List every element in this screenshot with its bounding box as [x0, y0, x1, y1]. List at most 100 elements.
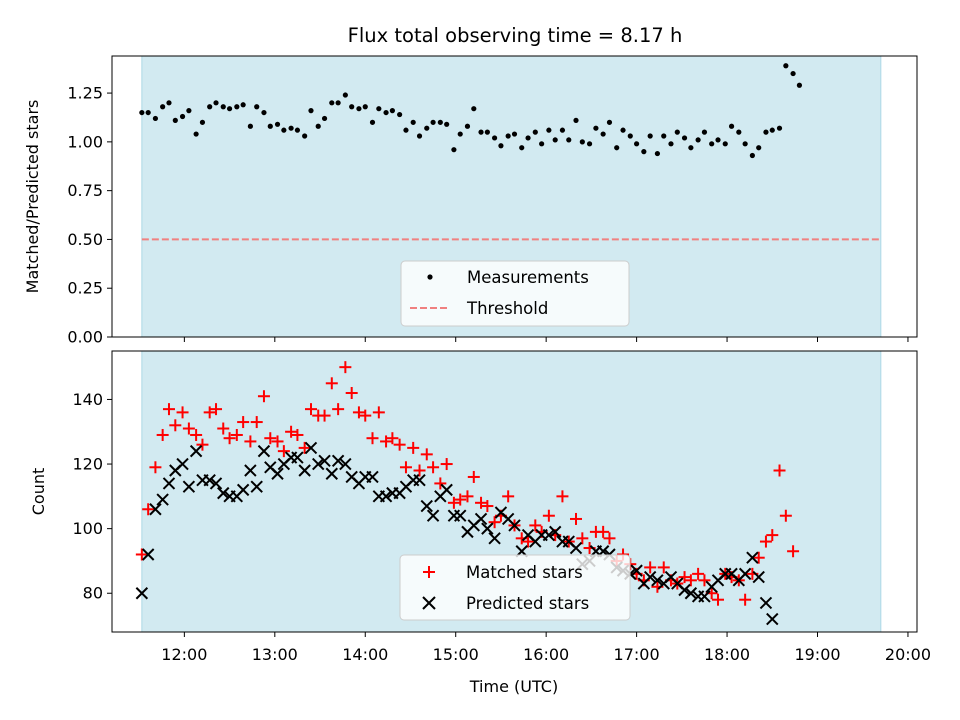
matched-star-point-54 [502, 490, 515, 503]
x-tick-label-16:00: 16:00 [523, 645, 569, 664]
matched-star-point-8 [190, 428, 203, 441]
matched-star-point-1 [142, 503, 155, 516]
top-x-ticks [183, 337, 909, 342]
measurement-point-75 [647, 133, 653, 139]
measurement-point-71 [620, 127, 626, 133]
bottom-y-axis-label: Count [29, 468, 48, 516]
top-panel: Flux total observing time = 8.17 h 0.00 0… [23, 24, 918, 347]
x-tick-label-13:00: 13:00 [252, 645, 298, 664]
top-y-tick-label-1.00: 1.00 [67, 132, 103, 151]
matched-star-point-75 [644, 561, 657, 574]
measurement-point-44 [437, 119, 443, 125]
predicted-star-point-64 [569, 541, 583, 555]
measurement-point-96 [790, 70, 796, 77]
matched-star-point-12 [217, 422, 230, 435]
predicted-star-point-80 [678, 583, 691, 597]
measurement-point-36 [383, 109, 389, 116]
measurement-point-39 [403, 127, 409, 133]
measurement-point-61 [552, 137, 558, 143]
matched-star-point-77 [657, 561, 670, 574]
predicted-star-point-91 [752, 570, 765, 584]
matched-star-point-10 [203, 406, 216, 419]
predicted-star-point-1 [141, 548, 155, 561]
x-tick-label-14:00: 14:00 [342, 645, 388, 664]
measurement-point-45 [444, 121, 450, 127]
measurement-point-94 [776, 125, 783, 131]
predicted-star-point-81 [684, 587, 698, 600]
measurement-point-9 [199, 119, 206, 125]
matched-star-point-47 [454, 493, 467, 506]
measurement-point-95 [783, 63, 789, 69]
measurement-point-43 [430, 119, 436, 125]
predicted-star-point-28 [325, 467, 338, 480]
matched-star-point-25 [304, 403, 317, 416]
legend-marker-matched [423, 566, 435, 578]
measurement-point-41 [416, 133, 423, 139]
measurement-point-82 [695, 137, 701, 143]
measurement-point-87 [728, 123, 735, 129]
measurement-point-8 [193, 131, 199, 137]
x-tick-label-19:00: 19:00 [794, 645, 840, 664]
x-tick-label-15:00: 15:00 [433, 645, 479, 664]
top-y-tick-label-0.00: 0.00 [67, 328, 103, 347]
matched-star-point-43 [427, 461, 440, 474]
top-axes-frame [111, 55, 918, 338]
measurement-point-33 [362, 104, 368, 110]
measurement-point-20 [274, 121, 281, 127]
measurement-point-88 [736, 129, 742, 135]
legend-marker-measurements [427, 274, 433, 280]
top-y-tick-label-0.50: 0.50 [67, 230, 103, 249]
predicted-star-point-3 [156, 493, 169, 506]
predicted-star-point-12 [217, 486, 230, 500]
predicted-star-point-2 [149, 503, 162, 516]
matched-star-point-58 [529, 519, 542, 532]
measurement-point-17 [254, 104, 260, 110]
legend-label-predicted: Predicted stars [466, 594, 589, 613]
x-tick-label-12:00: 12:00 [161, 645, 207, 664]
predicted-star-point-83 [698, 590, 711, 603]
bottom-legend-box [399, 554, 631, 621]
measurement-point-59 [539, 141, 545, 147]
matched-star-point-19 [264, 432, 277, 445]
predicted-star-point-17 [250, 480, 263, 493]
top-legend: Measurements Threshold [400, 260, 630, 327]
matched-star-point-28 [325, 377, 338, 390]
predicted-star-point-25 [304, 441, 318, 455]
matched-star-point-0 [135, 548, 148, 561]
chart-title: Flux total observing time = 8.17 h [348, 24, 683, 47]
predicted-star-point-15 [236, 483, 250, 497]
predicted-star-point-89 [738, 567, 752, 581]
matched-star-point-94 [773, 464, 786, 477]
matched-star-point-80 [678, 571, 691, 584]
matched-star-point-52 [488, 516, 501, 529]
matched-star-point-13 [223, 432, 236, 445]
matched-star-point-65 [576, 532, 589, 545]
matched-star-point-60 [542, 509, 555, 522]
measurement-point-49 [471, 106, 477, 112]
top-y-ticks: 0.00 0.25 0.50 0.75 1.00 1.25 [67, 84, 112, 347]
measurement-points [139, 63, 803, 159]
x-tick-label-18:00: 18:00 [704, 645, 750, 664]
matched-star-point-45 [440, 458, 453, 471]
predicted-star-point-73 [630, 564, 643, 577]
matched-star-point-50 [475, 496, 488, 509]
matched-star-point-9 [196, 438, 209, 451]
measurement-point-66 [586, 141, 593, 147]
legend-label-matched: Matched stars [466, 563, 583, 582]
measurement-point-52 [492, 135, 498, 141]
top-y-tick-label-0.75: 0.75 [67, 181, 103, 200]
predicted-star-point-11 [209, 477, 223, 490]
matched-star-point-44 [434, 477, 447, 490]
measurement-point-78 [668, 141, 674, 147]
measurement-point-24 [302, 133, 308, 139]
measurement-point-93 [769, 127, 775, 133]
measurement-point-18 [261, 109, 267, 116]
matched-star-point-11 [210, 403, 223, 416]
measurement-point-62 [559, 127, 566, 133]
measurement-point-38 [397, 111, 403, 118]
matched-star-point-38 [393, 438, 406, 451]
measurement-point-77 [661, 133, 667, 139]
measurement-point-0 [139, 109, 145, 116]
measurement-point-5 [172, 117, 178, 123]
